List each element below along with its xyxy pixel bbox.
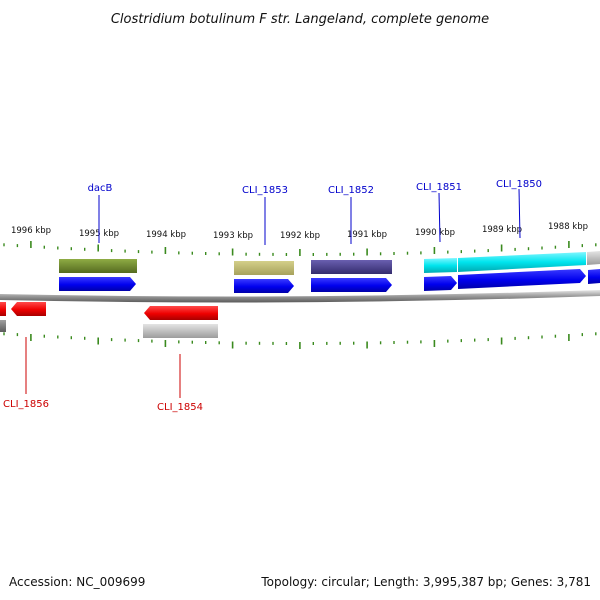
feature-bar-cli-1854[interactable] [143,324,218,338]
leader-line-cli-1851 [438,192,441,243]
kbp-label-1996: 1996 kbp [11,226,51,236]
forward-cds-track [59,269,600,293]
gene-label-cli-1856[interactable]: CLI_1856 [3,399,49,410]
cds-arrow-cli-1854[interactable] [144,306,218,320]
topology-text: Topology: circular; Length: 3,995,387 bp… [260,575,591,589]
feature-bar-cli-1852[interactable] [311,260,392,274]
kbp-label-1994: 1994 kbp [146,230,186,240]
scale-ticks-top [3,241,597,256]
kbp-label-1991: 1991 kbp [347,230,387,240]
cds-arrow-cli-1850[interactable] [458,269,586,289]
feature-bar-unlabeled-grey [587,251,600,265]
feature-bar-cli-1851[interactable] [424,258,457,273]
map-title: Clostridium botulinum F str. Langeland, … [111,12,489,27]
gene-label-cli-1851[interactable]: CLI_1851 [416,182,462,193]
cds-arrow-cli-1853[interactable] [234,279,294,293]
scale-ticks-bottom [3,332,597,349]
kbp-label-1990: 1990 kbp [415,228,455,238]
scale-labels: 1996 kbp 1995 kbp 1994 kbp 1993 kbp 1992… [11,222,588,241]
cds-arrow-cli-1856[interactable] [11,302,46,316]
accession-text: Accession: NC_009699 [9,575,145,589]
feature-bar-cli-1850[interactable] [458,252,586,272]
cds-arrow-cli-1852[interactable] [311,278,392,292]
gene-label-cli-1850[interactable]: CLI_1850 [496,179,542,190]
gene-label-cli-1854[interactable]: CLI_1854 [157,402,203,413]
genome-backbone [0,290,600,303]
reverse-feature-track [0,320,218,338]
gene-label-cli-1852[interactable]: CLI_1852 [328,185,374,196]
cds-arrow-offscreen [588,269,600,284]
feature-bar-cli-1853[interactable] [234,261,294,275]
cds-arrow-offscreen-left [0,302,6,316]
reverse-gene-labels: CLI_1856 CLI_1854 [3,337,203,413]
kbp-label-1988: 1988 kbp [548,222,588,232]
feature-bar-offscreen-left [0,320,6,332]
feature-bar-dacb[interactable] [59,259,137,273]
cds-arrow-cli-1851[interactable] [424,276,457,291]
cds-arrow-dacb[interactable] [59,277,136,291]
gene-label-cli-1853[interactable]: CLI_1853 [242,185,288,196]
kbp-label-1992: 1992 kbp [280,231,320,241]
forward-feature-track [59,251,600,275]
kbp-label-1993: 1993 kbp [213,231,253,241]
forward-gene-labels: dacB CLI_1853 CLI_1852 CLI_1851 CLI_1850 [88,179,542,245]
leader-line-cli-1850 [518,188,521,239]
gene-label-dacb[interactable]: dacB [88,183,113,194]
reverse-cds-track [0,302,218,320]
kbp-label-1989: 1989 kbp [482,225,522,235]
